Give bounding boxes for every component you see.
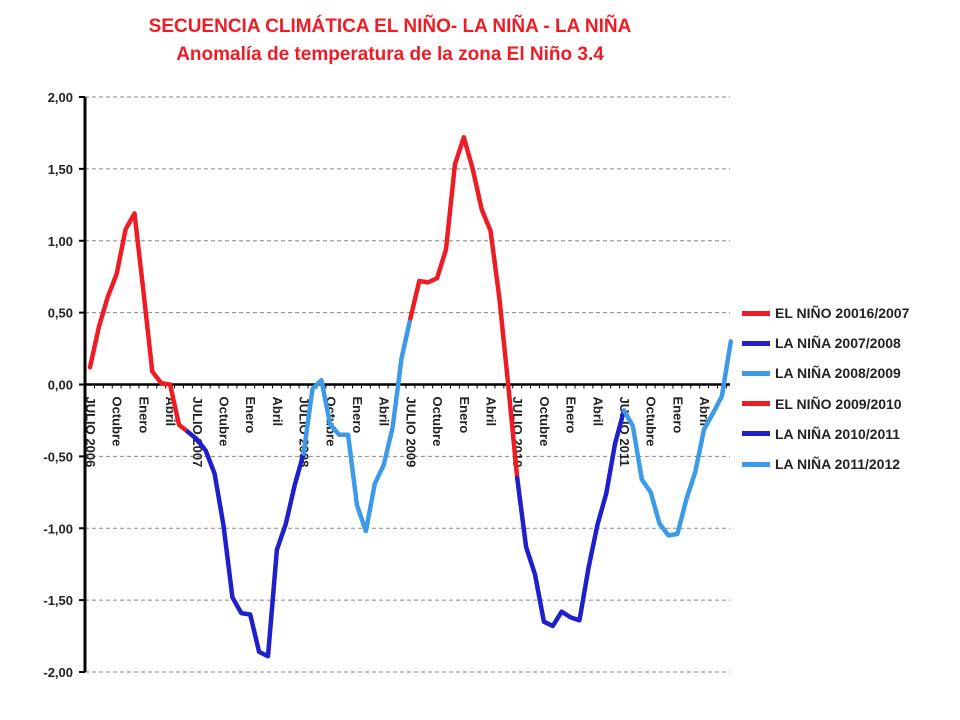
x-tick-label: JULIO 2007 [190,397,205,468]
series-line [408,135,520,481]
series-line [87,211,191,435]
y-tick-label: -0,50 [43,449,73,464]
legend-swatch [742,461,770,467]
legend-label: EL NIÑO 20016/2007 [775,305,910,322]
y-tick-label: 0,00 [48,378,73,393]
x-tick-label: JULIO 2006 [83,397,98,468]
chart-legend: EL NIÑO 20016/2007 LA NIÑA 2007/2008 LA NI… [742,298,909,479]
legend-label: EL NIÑO 2009/2010 [775,395,902,412]
x-tick-label: Octubre [110,397,125,447]
x-tick-label: Octubre [217,397,232,447]
legend-swatch [742,340,770,346]
y-tick-label: -1,00 [43,521,73,536]
y-tick-label: 2,00 [48,90,73,105]
chart-title: SECUENCIA CLIMÁTICA EL NIÑO- LA NIÑA - L… [148,16,632,37]
x-tick-label: Enero [136,397,151,434]
series-line [185,429,306,659]
x-tick-label: Enero [350,397,365,434]
legend-item: LA NIÑA 2007/2008 [742,328,909,358]
y-tick-label: -2,00 [43,665,73,680]
legend-label: LA NIÑA 2008/2009 [775,365,901,382]
chart-subtitle: Anomalía de temperatura de la zona El Ni… [176,44,604,65]
legend-item: LA NIÑA 2011/2012 [742,449,909,479]
legend-label: LA NIÑA 2011/2012 [775,456,901,473]
x-tick-label: Abril [484,397,499,427]
legend-item: EL NIÑO 2009/2010 [742,389,909,419]
y-tick-label: -1,50 [43,593,73,608]
series-line [514,408,627,629]
legend-swatch [742,310,770,316]
legend-swatch [742,401,770,407]
legend-item: LA NIÑA 2008/2009 [742,358,909,388]
series-line [301,316,413,534]
series-line [621,339,734,538]
x-tick-label: Abril [377,397,392,427]
x-tick-label: Octubre [537,397,552,447]
y-tick-label: 0,50 [48,306,73,321]
legend-swatch [742,431,770,437]
x-tick-label: JULIO 2009 [403,397,418,468]
legend-swatch [742,370,770,376]
legend-label: LA NIÑA 2007/2008 [775,335,901,352]
x-tick-label: Enero [670,397,685,434]
y-tick-label: 1,50 [48,162,73,177]
x-tick-label: Enero [457,397,472,434]
x-tick-label: Enero [243,397,258,434]
x-tick-label: Abril [590,397,605,427]
x-tick-label: Octubre [644,397,659,447]
legend-item: EL NIÑO 20016/2007 [742,298,909,328]
x-tick-label: Abril [270,397,285,427]
legend-label: LA NIÑA 2010/2011 [775,425,901,442]
x-tick-label: Octubre [430,397,445,447]
legend-item: LA NIÑA 2010/2011 [742,419,909,449]
y-tick-label: 1,00 [48,234,73,249]
x-tick-label: Enero [564,397,579,434]
